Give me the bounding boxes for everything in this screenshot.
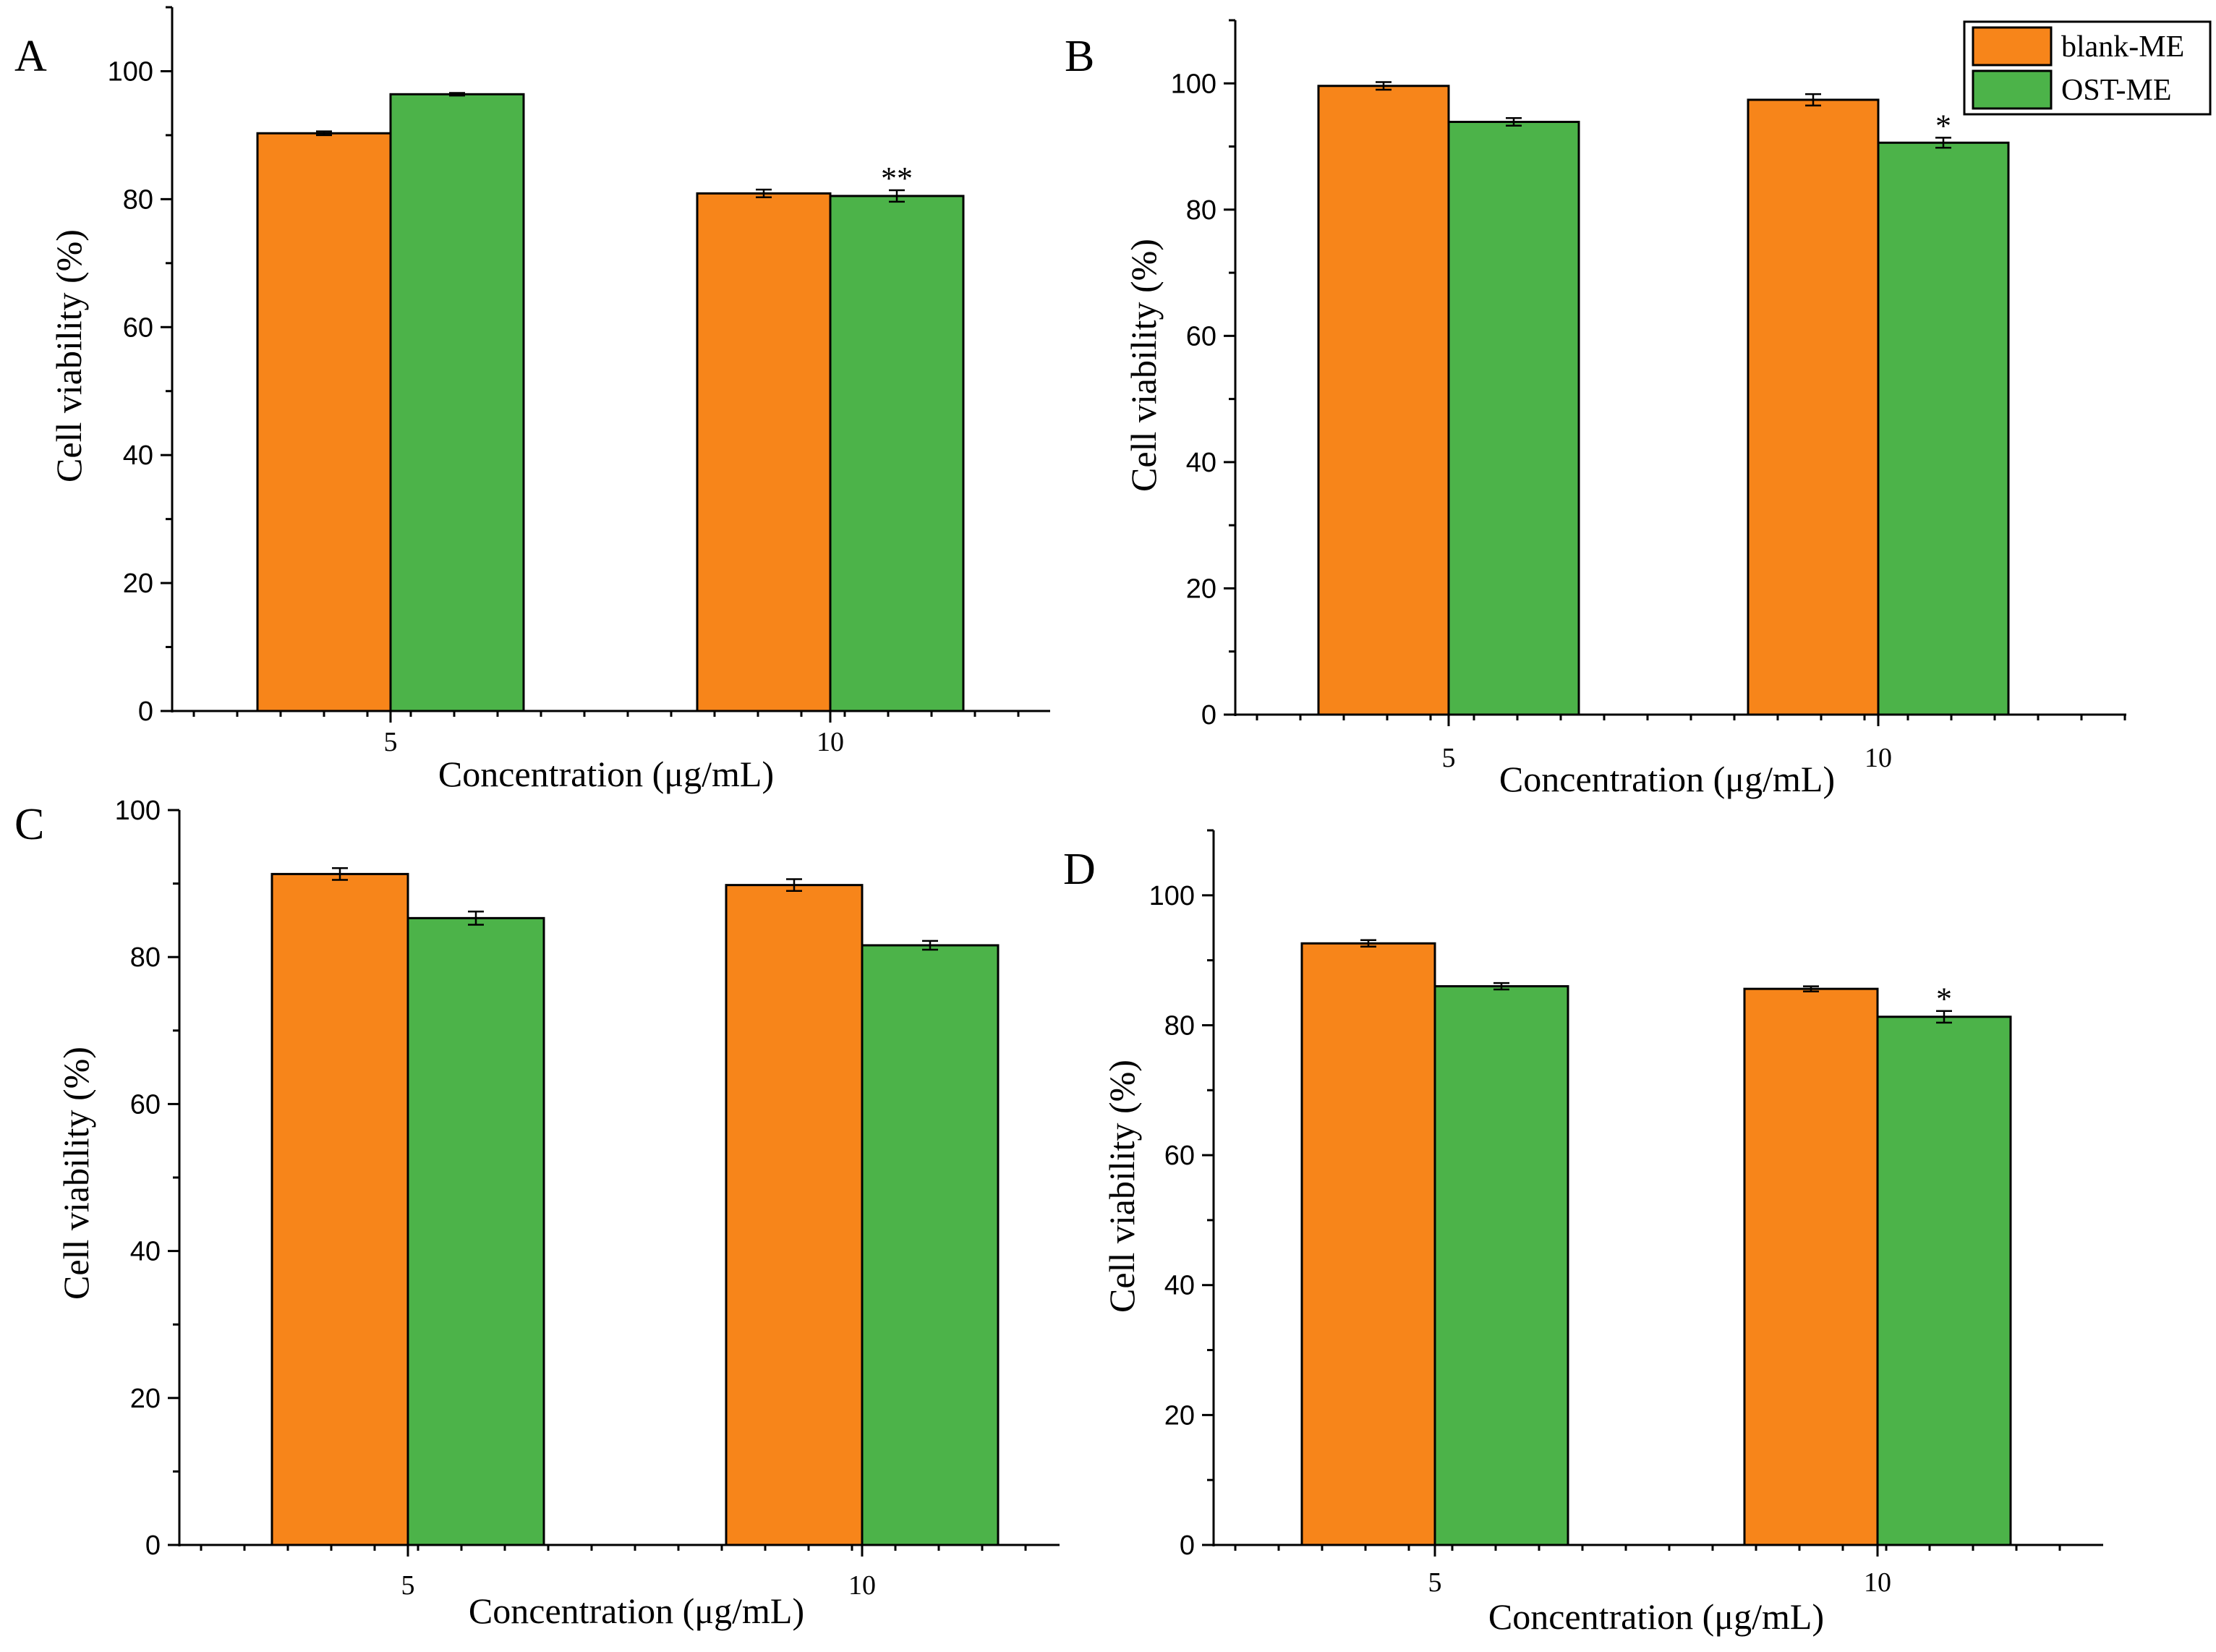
bar-ost-me bbox=[829, 195, 965, 712]
significance-mark: * bbox=[1936, 982, 1952, 1017]
bar-blank-me bbox=[696, 192, 832, 712]
panel-label: D bbox=[1063, 845, 1096, 894]
y-tick-label: 0 bbox=[145, 1530, 161, 1561]
bar-ost-me bbox=[1876, 1016, 2012, 1546]
x-tick-label: 10 bbox=[1864, 1567, 1891, 1598]
y-tick-label: 100 bbox=[108, 56, 153, 87]
chart-panel-c: C 0 20 40 60 80 100 5 10 Concentration (μg/mL) Cel… bbox=[14, 796, 1060, 1631]
legend-swatch-ost-me bbox=[1972, 69, 2053, 110]
bar-ost-me bbox=[1877, 141, 2010, 716]
chart-panel-a: A 0 20 40 60 80 100 5 10 ** Concentration (μg/mL) C… bbox=[14, 6, 1050, 794]
y-tick-label: 20 bbox=[123, 569, 153, 599]
x-axis-title: Concentration (μg/mL) bbox=[1488, 1596, 1824, 1637]
x-tick-label: 10 bbox=[1865, 743, 1892, 773]
y-tick-label: 40 bbox=[130, 1237, 161, 1267]
y-tick-label: 60 bbox=[123, 312, 153, 343]
x-tick-label: 5 bbox=[1442, 743, 1456, 773]
y-tick-label: 80 bbox=[123, 184, 153, 215]
bar-blank-me bbox=[1300, 942, 1436, 1546]
legend-label-blank-me: blank-ME bbox=[2061, 30, 2184, 64]
bar-ost-me bbox=[861, 944, 1000, 1546]
y-tick-label: 0 bbox=[1180, 1530, 1195, 1561]
y-tick-label: 20 bbox=[1186, 574, 1216, 604]
bar-blank-me bbox=[1743, 987, 1879, 1546]
bar-ost-me bbox=[389, 93, 525, 712]
significance-mark: ** bbox=[881, 161, 913, 196]
panel-label: A bbox=[14, 32, 47, 81]
legend: blank-ME OST-ME bbox=[1963, 20, 2212, 116]
x-tick-label: 10 bbox=[817, 727, 844, 757]
y-tick-label: 100 bbox=[1171, 69, 1216, 99]
y-tick-label: 20 bbox=[130, 1384, 161, 1414]
bar-blank-me bbox=[1747, 98, 1880, 716]
y-tick-label: 80 bbox=[1164, 1010, 1195, 1041]
y-tick-label: 0 bbox=[1201, 700, 1216, 731]
y-tick-label: 60 bbox=[1186, 321, 1216, 352]
x-tick-label: 5 bbox=[401, 1570, 415, 1601]
legend-swatch-blank-me bbox=[1972, 26, 2053, 67]
x-tick-label: 5 bbox=[1428, 1567, 1442, 1598]
panel-label: B bbox=[1065, 32, 1094, 81]
y-tick-label: 80 bbox=[130, 942, 161, 973]
y-tick-label: 20 bbox=[1164, 1400, 1195, 1431]
y-tick-label: 80 bbox=[1186, 195, 1216, 226]
bar-blank-me bbox=[725, 884, 864, 1546]
x-axis-title: Concentration (μg/mL) bbox=[1499, 759, 1835, 799]
y-tick-label: 60 bbox=[1164, 1141, 1195, 1171]
significance-mark: * bbox=[1935, 108, 1951, 143]
x-axis-title: Concentration (μg/mL) bbox=[469, 1591, 804, 1631]
x-tick-label: 5 bbox=[384, 727, 398, 757]
panel-label: C bbox=[14, 800, 44, 849]
x-axis-title: Concentration (μg/mL) bbox=[438, 754, 774, 794]
chart-panel-b: B 0 20 40 60 80 100 5 10 * Concentration (μg/mL) Ce… bbox=[1065, 19, 2126, 799]
chart-panel-d: D 0 20 40 60 80 100 5 10 * Concentration (μg/mL) Ce… bbox=[1063, 829, 2103, 1637]
y-axis-title: Cell viability (%) bbox=[56, 1047, 96, 1300]
bar-blank-me bbox=[256, 132, 392, 712]
y-axis-title: Cell viability (%) bbox=[1123, 239, 1164, 492]
y-tick-label: 40 bbox=[1164, 1271, 1195, 1301]
y-axis-title: Cell viability (%) bbox=[1101, 1060, 1142, 1313]
legend-label-ost-me: OST-ME bbox=[2061, 74, 2171, 107]
bar-blank-me bbox=[270, 872, 409, 1546]
x-tick-label: 10 bbox=[848, 1570, 876, 1601]
y-tick-label: 100 bbox=[115, 796, 161, 826]
y-tick-label: 0 bbox=[138, 697, 153, 727]
y-tick-label: 100 bbox=[1149, 881, 1195, 911]
y-axis-title: Cell viability (%) bbox=[48, 229, 89, 482]
bar-ost-me bbox=[1447, 121, 1580, 716]
bar-ost-me bbox=[406, 916, 545, 1546]
y-tick-label: 60 bbox=[130, 1089, 161, 1120]
y-tick-label: 40 bbox=[1186, 448, 1216, 478]
bar-ost-me bbox=[1433, 985, 1569, 1546]
y-tick-label: 40 bbox=[123, 440, 153, 471]
bar-blank-me bbox=[1317, 85, 1450, 716]
